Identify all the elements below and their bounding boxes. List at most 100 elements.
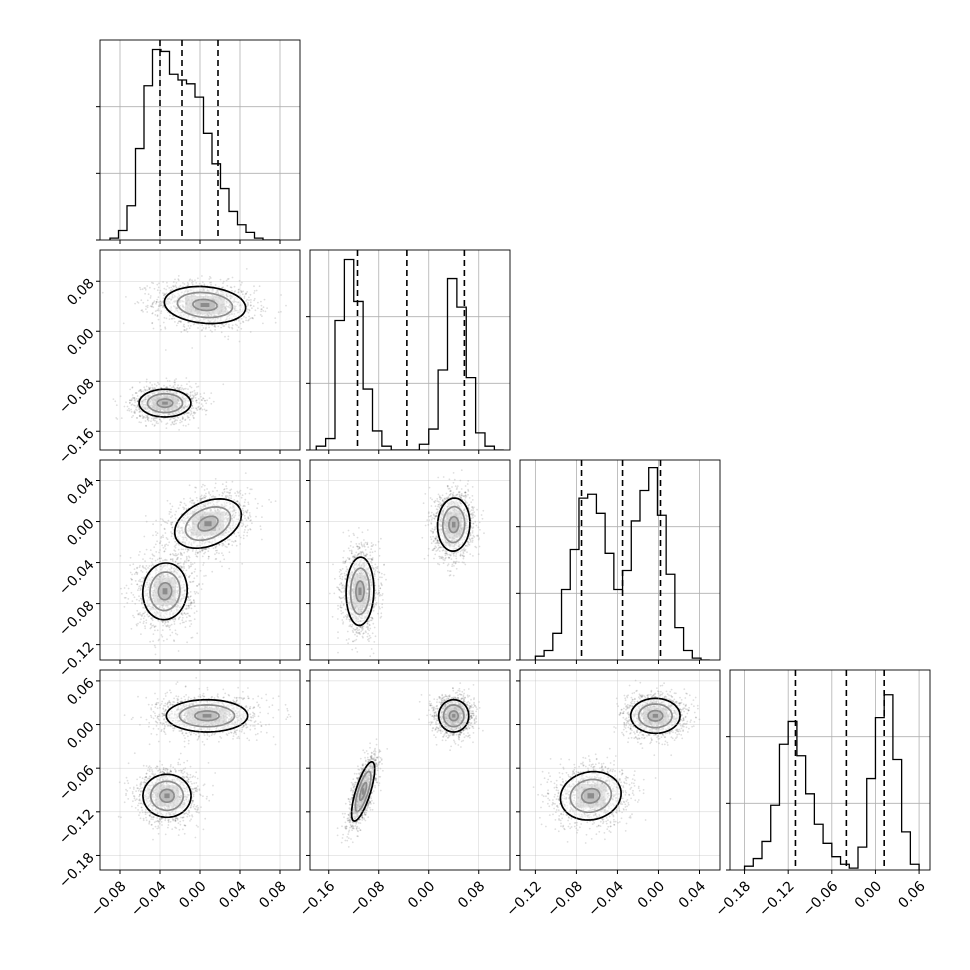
panel-content [100, 670, 300, 870]
panel-content [310, 670, 510, 870]
y-tick-label: 0.00 [64, 719, 97, 752]
contour-outer-halo [166, 699, 248, 732]
panel-content [100, 460, 300, 660]
contour-outer-halo [139, 389, 191, 417]
sample-points [119, 472, 277, 656]
x-tick-label: 0.06 [895, 878, 928, 911]
contour-line [437, 698, 470, 733]
x-tick-label: 0.00 [635, 878, 668, 911]
scatter-panel-p1-p2 [306, 459, 511, 664]
y-tick-label: 0.04 [64, 475, 97, 508]
contour-line [436, 497, 471, 552]
grid [100, 40, 300, 240]
contour-outer-halo [142, 562, 188, 620]
histogram-panel-4 [726, 669, 931, 874]
x-tick-labels-p1: −0.16 −0.08 0.00 0.08 [297, 878, 489, 920]
contour-outer-halo [437, 498, 470, 552]
contour-line [142, 773, 192, 819]
y-tick-label: −0.08 [56, 376, 98, 418]
contour-outer-halo [560, 771, 622, 820]
y-tick-label: −0.12 [56, 639, 98, 681]
scatter-panel-p0-p1 [96, 249, 301, 454]
contour-line [165, 698, 249, 733]
y-tick-label: −0.16 [56, 426, 98, 468]
histogram-panel-2 [306, 249, 511, 454]
x-tick-label: 0.00 [852, 878, 885, 911]
x-tick-label: −0.08 [347, 878, 389, 920]
histogram-panel-3 [516, 459, 721, 664]
x-tick-label: 0.08 [256, 878, 289, 911]
scatter-panel-p0-p2 [96, 459, 301, 664]
scatter-panel-p2-p3 [516, 669, 721, 874]
grid [100, 670, 300, 870]
y-tick-label: 0.08 [64, 276, 97, 309]
x-tick-labels-p2: −0.12 −0.08 −0.04 0.00 0.04 [503, 878, 709, 920]
y-tick-labels-p2: −0.12−0.08−0.04 0.00 0.04 [56, 475, 98, 681]
contour-line [559, 770, 622, 821]
contour-outer-halo [174, 498, 242, 549]
contour-line [173, 498, 243, 550]
grid [520, 460, 720, 660]
contour-outer-halo [346, 557, 374, 626]
panel-frame [309, 459, 511, 661]
x-tick-label: −0.12 [503, 878, 545, 920]
histogram-step [315, 258, 504, 450]
contour-outer-halo [164, 286, 246, 324]
y-tick-label: 0.00 [64, 326, 97, 359]
contour-line [138, 388, 192, 418]
panel-frame [729, 669, 931, 871]
panel-content [520, 670, 720, 870]
grid [310, 460, 510, 660]
histogram-step [534, 466, 710, 660]
x-tick-label: −0.08 [88, 878, 130, 920]
panel-frame [519, 669, 721, 871]
y-tick-label: −0.12 [56, 806, 98, 848]
x-tick-labels-p0: −0.08−0.04 0.00 0.04 0.08 [88, 878, 290, 920]
x-tick-label: −0.12 [756, 878, 798, 920]
x-tick-label: −0.04 [128, 878, 170, 920]
panel-frame [309, 249, 511, 451]
panel-content [100, 250, 300, 450]
x-tick-label: −0.06 [800, 878, 842, 920]
histogram-step [109, 48, 280, 240]
panel-frame [99, 669, 301, 871]
y-tick-labels-p3: −0.18−0.12−0.06 0.00 0.06 [56, 675, 98, 891]
grid [100, 250, 300, 450]
x-tick-label: 0.08 [455, 878, 488, 911]
contour-line [163, 285, 247, 325]
histogram-step [743, 694, 920, 870]
y-tick-labels-p1: −0.16 −0.08 0.00 0.08 [56, 276, 98, 468]
panel-frame [99, 39, 301, 241]
x-tick-label: 0.04 [216, 878, 249, 911]
x-tick-label: −0.08 [544, 878, 586, 920]
histogram-panel-1 [96, 39, 301, 244]
contour-line [141, 562, 189, 621]
grid [100, 460, 300, 660]
scatter-panel-p1-p3 [306, 669, 511, 874]
y-tick-label: −0.04 [56, 557, 98, 599]
panel-content [310, 460, 510, 660]
contour-line [629, 697, 681, 735]
grid [310, 250, 510, 450]
contour-outer-halo [351, 761, 375, 821]
contour-line [350, 761, 376, 822]
y-tick-label: −0.08 [56, 598, 98, 640]
x-tick-label: 0.00 [176, 878, 209, 911]
contour-outer-halo [438, 699, 469, 732]
panel-frame [99, 249, 301, 451]
grid [520, 670, 720, 870]
y-tick-label: 0.00 [64, 516, 97, 549]
scatter-panel-p0-p3 [96, 669, 301, 874]
x-tick-label: 0.00 [405, 878, 438, 911]
x-tick-labels-p3: −0.18 −0.12 −0.06 0.00 0.06 [713, 878, 929, 920]
x-tick-label: −0.04 [585, 878, 627, 920]
panel-frame [99, 459, 301, 661]
grid [730, 670, 930, 870]
panel-frame [309, 669, 511, 871]
panel-frame [519, 459, 721, 661]
x-tick-label: −0.16 [297, 878, 339, 920]
y-tick-label: 0.06 [64, 675, 97, 708]
x-tick-label: −0.18 [713, 878, 755, 920]
contour-line [345, 556, 375, 627]
